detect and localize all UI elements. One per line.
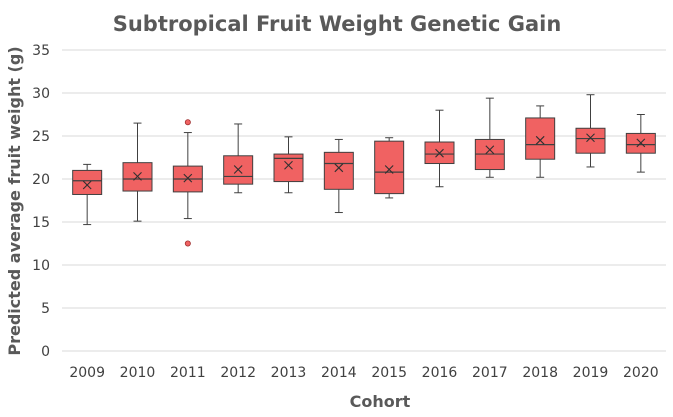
x-tick-label: 2016 bbox=[422, 365, 458, 381]
x-tick-label: 2010 bbox=[120, 365, 156, 381]
box-series bbox=[72, 94, 656, 247]
iqr-box bbox=[575, 127, 606, 154]
mean-marker bbox=[384, 165, 394, 174]
mean-marker bbox=[636, 138, 646, 148]
outlier-point bbox=[184, 240, 191, 247]
x-tick-label: 2018 bbox=[522, 365, 558, 381]
box-2015 bbox=[374, 137, 405, 199]
y-tick-label: 35 bbox=[32, 43, 50, 59]
x-axis-title: Cohort bbox=[350, 392, 411, 411]
mean-marker bbox=[485, 145, 495, 155]
y-axis-title: Predicted average fruit weight (g) bbox=[5, 46, 24, 355]
x-tick-label: 2011 bbox=[170, 365, 206, 381]
x-tick-label: 2014 bbox=[321, 365, 357, 381]
box-2018 bbox=[525, 105, 556, 178]
x-tick-label: 2009 bbox=[69, 365, 105, 381]
iqr-box bbox=[525, 117, 556, 160]
box-2014 bbox=[323, 138, 354, 214]
y-axis-ticks: 0 5 10 15 20 25 30 35 bbox=[32, 43, 50, 360]
box-2019 bbox=[575, 94, 606, 168]
box-2013 bbox=[273, 136, 304, 194]
mean-marker bbox=[133, 172, 142, 181]
mean-marker bbox=[183, 173, 193, 183]
x-tick-label: 2019 bbox=[573, 365, 609, 381]
x-axis-ticks: 2009 2010 2011 2012 2013 2014 2015 2016 2017 2018… bbox=[69, 365, 658, 381]
box-2012 bbox=[223, 123, 254, 194]
mean-marker bbox=[435, 148, 444, 158]
box-2009 bbox=[72, 163, 103, 226]
x-tick-label: 2015 bbox=[371, 365, 407, 381]
mean-marker bbox=[284, 160, 293, 170]
y-tick-label: 10 bbox=[32, 258, 50, 274]
y-tick-label: 20 bbox=[32, 172, 50, 188]
x-tick-label: 2020 bbox=[623, 365, 659, 381]
x-tick-label: 2013 bbox=[271, 365, 307, 381]
box-2017 bbox=[474, 97, 505, 178]
iqr-box bbox=[72, 169, 103, 195]
box-2016 bbox=[424, 109, 455, 188]
chart-title: Subtropical Fruit Weight Genetic Gain bbox=[113, 12, 562, 36]
iqr-box bbox=[323, 151, 354, 190]
y-tick-label: 0 bbox=[41, 344, 50, 360]
x-tick-label: 2017 bbox=[472, 365, 508, 381]
gridlines bbox=[62, 49, 666, 352]
iqr-box bbox=[374, 140, 405, 195]
box-2010 bbox=[122, 122, 153, 222]
box-2011 bbox=[172, 119, 203, 247]
mean-marker bbox=[334, 163, 344, 173]
y-tick-label: 25 bbox=[32, 129, 50, 145]
box-2020 bbox=[625, 114, 656, 173]
mean-marker bbox=[82, 180, 92, 190]
y-tick-label: 30 bbox=[32, 86, 50, 102]
mean-marker bbox=[233, 165, 243, 174]
mean-marker bbox=[586, 133, 595, 143]
y-tick-label: 15 bbox=[32, 215, 50, 231]
y-tick-label: 5 bbox=[41, 301, 50, 317]
outlier-point bbox=[184, 119, 191, 126]
mean-marker bbox=[535, 135, 545, 145]
x-tick-label: 2012 bbox=[220, 365, 256, 381]
